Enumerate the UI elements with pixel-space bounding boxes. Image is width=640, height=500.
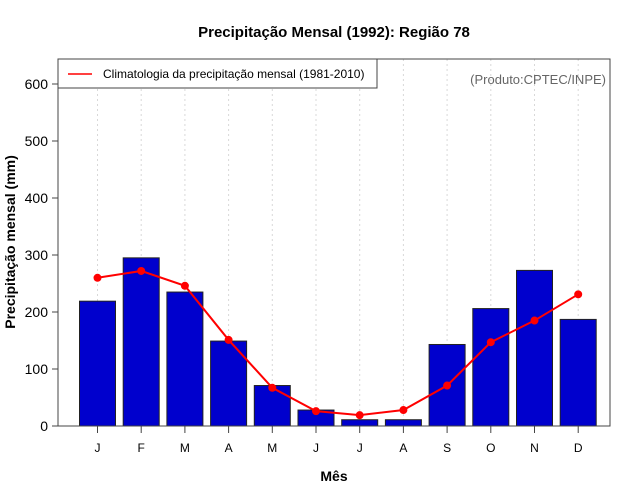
y-tick-label: 0 xyxy=(40,418,48,434)
climatology-point-4 xyxy=(268,383,277,392)
bar-2 xyxy=(166,291,204,427)
x-tick-label: A xyxy=(399,441,407,455)
climatology-point-2 xyxy=(180,281,189,290)
climatology-point-9 xyxy=(486,338,495,347)
bar-3 xyxy=(210,340,248,427)
y-tick-label: 400 xyxy=(25,190,49,206)
y-tick-label: 300 xyxy=(25,247,49,263)
y-tick-label: 200 xyxy=(25,304,49,320)
x-tick-label: D xyxy=(574,441,583,455)
bars xyxy=(79,257,597,427)
x-tick-label: F xyxy=(138,441,145,455)
climatology-line xyxy=(93,266,583,420)
bar-10 xyxy=(516,269,553,427)
y-tick-label: 500 xyxy=(25,133,49,149)
legend-box xyxy=(57,58,378,89)
bar-9 xyxy=(472,308,510,427)
x-tick-label: J xyxy=(95,441,101,455)
bar-1 xyxy=(122,257,160,427)
y-axis: 0 100 200 300 400 500 600 xyxy=(25,76,58,434)
climatology-point-10 xyxy=(530,316,539,325)
x-tick-label: M xyxy=(267,441,277,455)
x-tick-label: N xyxy=(530,441,539,455)
bar-6 xyxy=(341,419,379,427)
climatology-point-1 xyxy=(137,266,146,275)
climatology-point-3 xyxy=(224,335,233,344)
legend: Climatologia da precipitação mensal (198… xyxy=(57,58,378,89)
x-tick-label: O xyxy=(486,441,495,455)
legend-entry-climatology: Climatologia da precipitação mensal (198… xyxy=(103,67,364,81)
climatology-point-5 xyxy=(312,407,320,416)
climatology-point-6 xyxy=(355,411,364,420)
x-tick-label: M xyxy=(180,441,190,455)
x-axis-label: Mês xyxy=(320,468,347,484)
bar-11 xyxy=(559,318,597,427)
x-tick-label: J xyxy=(357,441,363,455)
y-tick-label: 600 xyxy=(25,76,49,92)
y-axis-label: Precipitação mensal (mm) xyxy=(2,155,18,329)
bar-0 xyxy=(79,300,116,427)
credit-annotation: (Produto:CPTEC/INPE) xyxy=(470,72,606,87)
bar-7 xyxy=(384,419,422,427)
chart-title: Precipitação Mensal (1992): Região 78 xyxy=(198,24,470,41)
x-tick-label: A xyxy=(225,441,233,455)
climatology-point-11 xyxy=(574,290,583,299)
climatology-point-7 xyxy=(399,406,408,415)
climatology-point-8 xyxy=(443,381,452,390)
climatology-polyline xyxy=(97,269,579,417)
x-tick-label: J xyxy=(313,441,319,455)
climatology-point-0 xyxy=(93,273,102,282)
y-tick-label: 100 xyxy=(25,361,49,377)
x-tick-label: S xyxy=(443,441,451,455)
